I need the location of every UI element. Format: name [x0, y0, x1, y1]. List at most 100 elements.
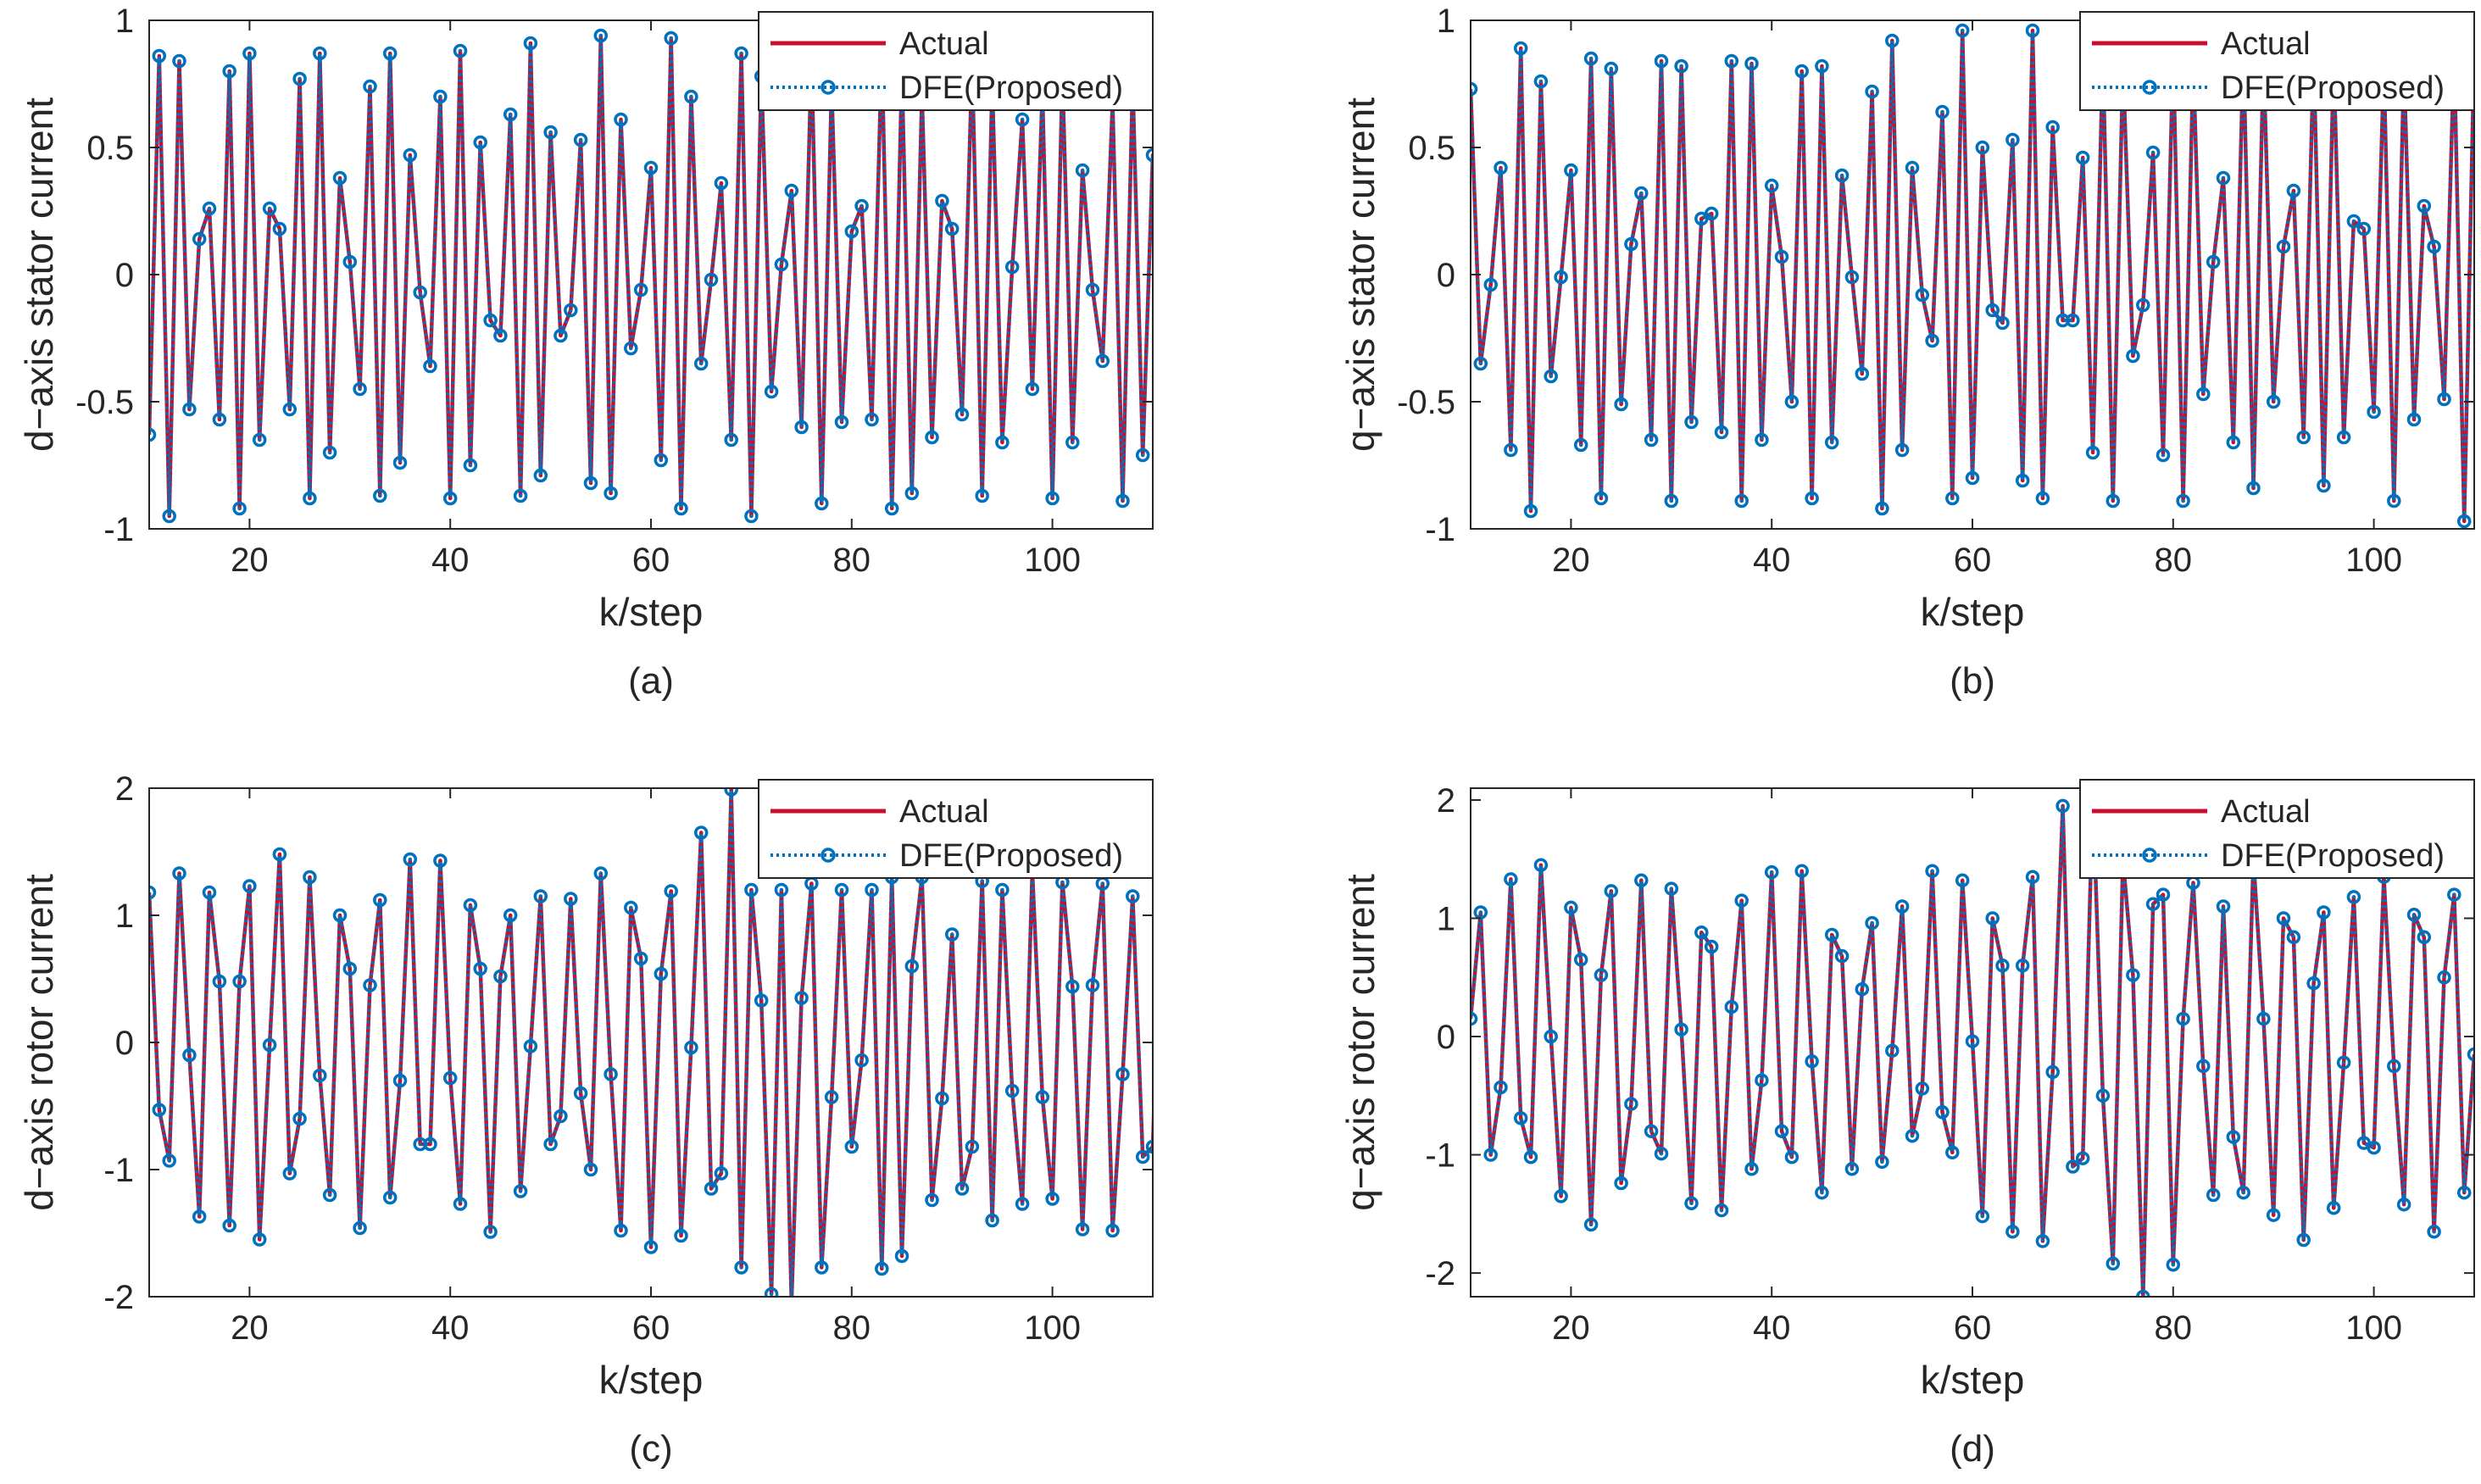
data-point-proposed [2326, 1201, 2341, 1215]
data-point-proposed [774, 882, 789, 898]
data-point-proposed [1774, 1124, 1789, 1138]
data-point-proposed [834, 882, 849, 898]
data-point-proposed [2266, 1208, 2281, 1222]
data-point-proposed [1473, 356, 1488, 371]
data-point-proposed [1644, 432, 1659, 447]
data-point-proposed [2156, 447, 2171, 463]
legend-label-actual: Actual [899, 794, 989, 830]
data-point-proposed [1654, 53, 1669, 69]
data-point-proposed [925, 1192, 939, 1208]
data-point-proposed [162, 509, 176, 524]
legend-marker-proposed [821, 848, 836, 863]
data-point-proposed [1764, 178, 1779, 193]
data-point-proposed [734, 46, 748, 61]
data-point-proposed [1167, 325, 1178, 336]
data-point-proposed [483, 313, 498, 328]
x-tick-label: 40 [431, 542, 470, 579]
data-point-proposed [573, 1086, 588, 1101]
data-point-proposed [503, 107, 518, 122]
legend-label-proposed: DFE(Proposed) [899, 70, 1123, 106]
data-point-proposed [614, 112, 628, 127]
data-point-proposed [172, 53, 186, 69]
x-tick-label: 60 [632, 542, 670, 579]
data-point-proposed [2396, 1197, 2411, 1212]
data-point-proposed [1604, 884, 1619, 898]
data-point-proposed [935, 193, 949, 208]
data-point-proposed [1905, 160, 1920, 175]
data-point-proposed [684, 89, 698, 104]
data-point-proposed [1504, 442, 1518, 458]
data-point-proposed [2075, 1151, 2090, 1165]
x-tick-label: 100 [2345, 542, 2402, 579]
panel-label: (a) [628, 660, 674, 702]
data-point-proposed [172, 866, 186, 881]
data-point-proposed [373, 892, 387, 908]
data-point-proposed [1955, 873, 1970, 888]
data-point-proposed [2035, 1234, 2050, 1248]
data-point-proposed [212, 412, 227, 427]
data-point-proposed [1734, 493, 1749, 509]
data-point-proposed [212, 974, 227, 989]
data-point-proposed [865, 412, 879, 427]
data-point-proposed [1905, 1128, 1920, 1143]
legend-marker-proposed [2142, 80, 2157, 95]
data-point-proposed [1824, 435, 1839, 450]
data-point-proposed [252, 1232, 267, 1247]
y-tick-label: -1 [103, 511, 134, 548]
data-point-proposed [1604, 61, 1619, 76]
data-point-proposed [674, 501, 688, 516]
data-point-proposed [202, 885, 217, 900]
data-point-proposed [533, 468, 548, 483]
data-point-proposed [1724, 999, 1739, 1014]
data-point-proposed [353, 381, 367, 397]
x-tick-label: 20 [231, 542, 269, 579]
data-point-proposed [1533, 74, 1549, 89]
data-point-proposed [2226, 1130, 2241, 1144]
data-point-proposed [272, 221, 287, 236]
x-tick-label: 80 [2155, 1309, 2193, 1347]
x-axis-label: k/step [599, 590, 704, 634]
data-point-proposed [202, 201, 217, 216]
data-point-proposed [493, 328, 508, 343]
data-point-proposed [573, 132, 588, 147]
data-point-proposed [272, 847, 287, 862]
data-point-proposed [523, 36, 538, 51]
y-tick-label: 1 [115, 3, 134, 40]
data-point-proposed [2216, 899, 2231, 914]
data-point-proposed [1624, 1097, 1638, 1111]
data-point-proposed [1135, 1149, 1150, 1164]
data-point-proposed [242, 879, 257, 893]
data-point-proposed [714, 175, 729, 191]
data-point-proposed [292, 71, 307, 86]
data-point-proposed [944, 927, 960, 942]
data-point-proposed [2216, 170, 2231, 186]
data-point-proposed [1614, 1176, 1628, 1191]
data-point-proposed [2126, 968, 2140, 982]
data-point-proposed [1513, 1111, 1528, 1126]
data-point-proposed [1945, 1145, 1960, 1160]
data-point-proposed [1755, 1073, 1769, 1087]
data-point-proposed [149, 427, 157, 442]
data-point-proposed [2136, 297, 2150, 313]
data-point-proposed [162, 1153, 176, 1168]
data-point-proposed [1523, 1150, 1538, 1164]
data-point-proposed [704, 1181, 719, 1196]
data-point-proposed [1135, 447, 1150, 463]
data-point-proposed [995, 882, 1010, 898]
data-point-proposed [1915, 1081, 1930, 1096]
data-point-proposed [1834, 168, 1850, 183]
legend-label-proposed: DFE(Proposed) [2221, 838, 2445, 874]
data-point-proposed [242, 46, 257, 61]
data-point-proposed [1513, 41, 1528, 56]
data-point-proposed [583, 1162, 598, 1177]
data-point-proposed [2176, 1011, 2190, 1026]
data-point-proposed [654, 966, 669, 981]
y-tick-label: 1 [1437, 3, 1455, 40]
data-point-proposed [483, 1225, 498, 1239]
data-point-proposed [1045, 1192, 1060, 1206]
data-point-proposed [1644, 1124, 1659, 1138]
data-point-proposed [794, 420, 809, 435]
data-point-proposed [1035, 1090, 1050, 1104]
data-point-proposed [2005, 132, 2020, 147]
x-axis-label: k/step [1921, 1358, 2025, 1402]
